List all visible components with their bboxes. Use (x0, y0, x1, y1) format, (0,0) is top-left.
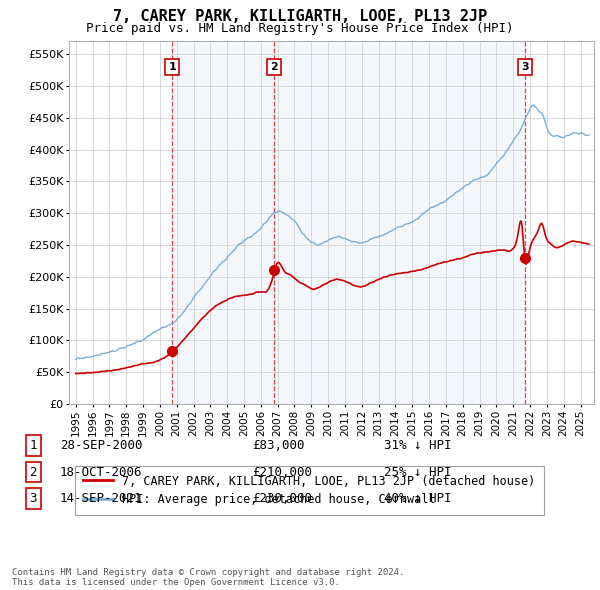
Text: 7, CAREY PARK, KILLIGARTH, LOOE, PL13 2JP: 7, CAREY PARK, KILLIGARTH, LOOE, PL13 2J… (113, 9, 487, 24)
Text: 2: 2 (29, 466, 37, 478)
Bar (172, 41, 274, 404)
Legend: 7, CAREY PARK, KILLIGARTH, LOOE, PL13 2JP (detached house), HPI: Average price, : 7, CAREY PARK, KILLIGARTH, LOOE, PL13 2J… (75, 466, 544, 514)
Text: Contains HM Land Registry data © Crown copyright and database right 2024.
This d: Contains HM Land Registry data © Crown c… (12, 568, 404, 587)
Text: 28-SEP-2000: 28-SEP-2000 (60, 439, 143, 452)
Text: 14-SEP-2021: 14-SEP-2021 (60, 492, 143, 505)
Text: 2: 2 (271, 62, 278, 72)
Bar (274, 41, 525, 404)
Text: 1: 1 (29, 439, 37, 452)
Text: £230,000: £230,000 (252, 492, 312, 505)
Text: 31% ↓ HPI: 31% ↓ HPI (384, 439, 452, 452)
Text: 1: 1 (169, 62, 176, 72)
Text: £83,000: £83,000 (252, 439, 305, 452)
Text: 3: 3 (29, 492, 37, 505)
Text: 25% ↓ HPI: 25% ↓ HPI (384, 466, 452, 478)
Text: Price paid vs. HM Land Registry's House Price Index (HPI): Price paid vs. HM Land Registry's House … (86, 22, 514, 35)
Text: 18-OCT-2006: 18-OCT-2006 (60, 466, 143, 478)
Text: 3: 3 (521, 62, 529, 72)
Text: £210,000: £210,000 (252, 466, 312, 478)
Text: 40% ↓ HPI: 40% ↓ HPI (384, 492, 452, 505)
